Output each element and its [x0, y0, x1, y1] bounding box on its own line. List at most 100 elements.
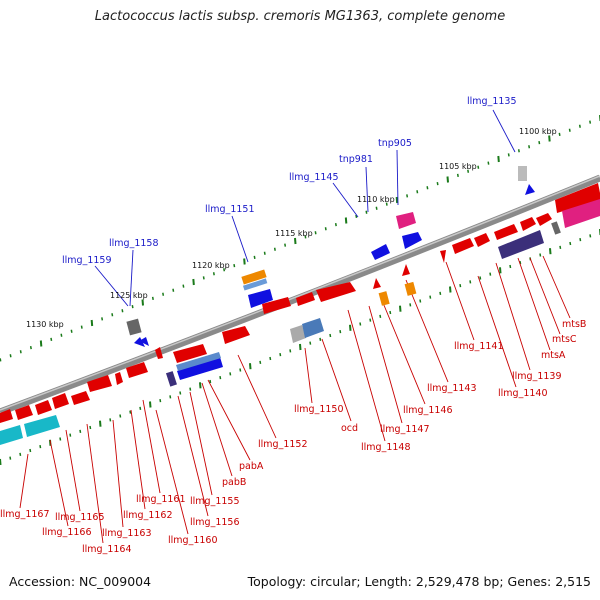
leader-line [65, 429, 81, 512]
tick-mark [549, 248, 552, 255]
tick-mark [29, 345, 32, 350]
tick-mark [19, 350, 22, 354]
forward-genes [0, 183, 600, 423]
tick-mark [538, 140, 541, 145]
tick-mark [439, 291, 442, 295]
gene-label-ocd: ocd [341, 423, 358, 434]
tick-mark [379, 314, 382, 318]
leader-line [130, 409, 146, 510]
gene-reverse [177, 357, 223, 380]
leader-line [129, 249, 134, 307]
tick-mark [419, 299, 422, 303]
tick-mark [548, 135, 551, 142]
leader-line [155, 409, 189, 535]
gene-reverse [176, 352, 221, 371]
tick-mark [223, 268, 226, 272]
gene-forward [452, 238, 474, 254]
gene-forward [52, 393, 69, 409]
gene-forward [440, 250, 446, 263]
leader-line [189, 391, 213, 496]
gene-forward [373, 278, 381, 289]
leader-line [237, 354, 277, 439]
tick-mark [0, 358, 2, 362]
tick-mark [243, 258, 246, 265]
tick-mark [249, 363, 252, 370]
tick-mark [101, 317, 104, 321]
leader-line [177, 395, 209, 517]
gene-forward [555, 183, 600, 213]
tick-mark [449, 286, 452, 293]
gene-label-llmg_1158: llmg_1158 [109, 238, 159, 249]
leader-line [517, 257, 551, 351]
tick-mark [119, 414, 122, 418]
tick-mark [349, 324, 352, 331]
tick-mark [517, 149, 520, 153]
gene-label-llmg_1159: llmg_1159 [62, 255, 112, 266]
leader-line [347, 309, 386, 442]
tick-mark [416, 190, 419, 194]
reverse-genes [0, 166, 600, 445]
gene-forward [35, 400, 52, 415]
tick-mark [569, 241, 572, 246]
tick-mark [559, 245, 562, 249]
tick-mark [319, 337, 322, 341]
tick-mark [70, 329, 73, 333]
tick-mark [159, 399, 162, 403]
tick-mark [489, 272, 492, 276]
gene-rrna [404, 281, 417, 296]
tick-mark [219, 376, 222, 380]
tick-mark [212, 272, 215, 276]
tick-mark [395, 196, 399, 204]
gene-label-tnp905: tnp905 [378, 138, 412, 149]
tick-mark [365, 210, 368, 214]
tick-mark [289, 349, 292, 353]
tick-mark [131, 304, 134, 309]
gene-label-pabB: pabB [222, 477, 246, 488]
gene-label-llmg_1161: llmg_1161 [136, 494, 186, 505]
ruler-label-1130: 1130 kbp [26, 320, 64, 329]
tick-mark [109, 418, 112, 422]
gene-forward [536, 213, 552, 226]
tick-mark [294, 237, 297, 245]
tick-mark [344, 217, 348, 224]
tick-mark [558, 132, 561, 137]
tick-mark [80, 325, 83, 329]
leader-line [94, 265, 129, 307]
gene-reverse [302, 318, 324, 338]
tick-mark [339, 330, 342, 334]
tick-mark [446, 176, 449, 183]
tick-mark [399, 305, 402, 312]
gene-forward [15, 405, 33, 420]
gene-rrna [241, 269, 267, 285]
tick-mark [149, 401, 152, 408]
gene-label-mtsB: mtsB [562, 319, 586, 330]
leader-line [207, 379, 251, 461]
tick-mark [578, 124, 581, 128]
tick-mark [69, 433, 72, 437]
gene-other [165, 371, 177, 387]
gene-label-llmg_1135: llmg_1135 [467, 96, 517, 107]
tick-mark [90, 319, 94, 327]
tick-mark [279, 353, 282, 357]
tick-mark [589, 234, 592, 238]
gene-label-llmg_1143: llmg_1143 [427, 383, 477, 394]
gene-other [498, 230, 544, 259]
tick-mark [389, 310, 392, 315]
gene-forward [494, 224, 518, 240]
tick-mark [99, 420, 102, 427]
tick-mark [253, 255, 256, 260]
tick-mark [497, 155, 500, 163]
gene-other [518, 166, 527, 181]
tick-mark [111, 313, 114, 317]
tick-mark [233, 263, 236, 268]
tick-mark [355, 214, 358, 219]
tick-mark [409, 303, 412, 307]
leader-line [405, 279, 449, 383]
ruler-label-1125: 1125 kbp [110, 291, 148, 300]
tick-mark [369, 318, 372, 322]
gene-label-llmg_1140: llmg_1140 [498, 388, 548, 399]
leader-line [368, 305, 403, 424]
leader-line [332, 182, 359, 218]
tick-mark [273, 247, 276, 251]
